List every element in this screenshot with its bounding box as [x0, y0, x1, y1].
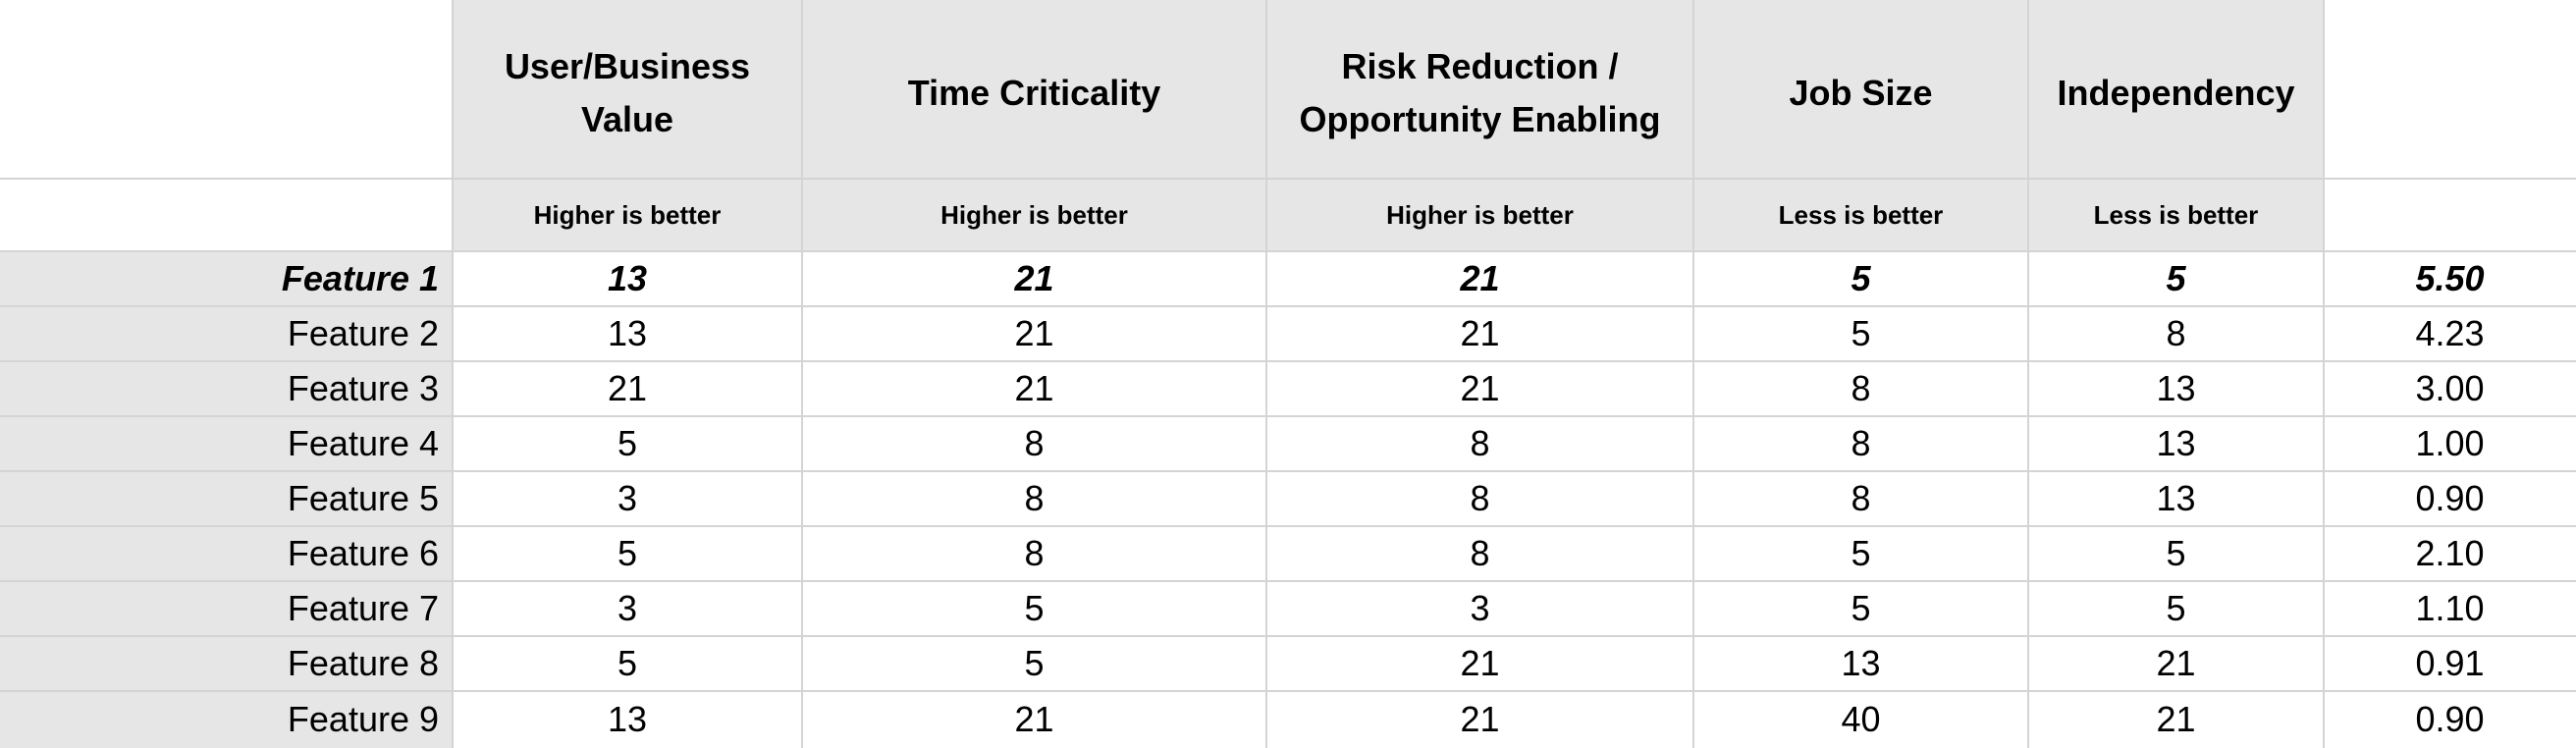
data-cell[interactable]: 5: [1851, 313, 1871, 353]
data-cell[interactable]: 21: [2156, 699, 2196, 739]
column-header-title[interactable]: User/Business Value: [504, 46, 751, 139]
score-cell[interactable]: 2.10: [2415, 533, 2485, 573]
grid-hline: [0, 250, 2576, 252]
data-cell[interactable]: 13: [2156, 423, 2196, 463]
data-cell[interactable]: 5: [1024, 643, 1045, 683]
data-cell[interactable]: 21: [607, 368, 648, 408]
data-cell[interactable]: 3: [1470, 588, 1490, 628]
data-cell[interactable]: 21: [1460, 258, 1500, 298]
data-cell[interactable]: 8: [1024, 533, 1045, 573]
grid-vline: [1692, 0, 1694, 748]
data-cell[interactable]: 8: [1024, 423, 1045, 463]
score-cell[interactable]: 3.00: [2415, 368, 2485, 408]
grid-vline: [452, 0, 454, 748]
grid-vline: [801, 0, 803, 748]
data-cell[interactable]: 21: [1460, 643, 1500, 683]
grid-hline: [0, 305, 2576, 307]
row-label[interactable]: Feature 1: [281, 258, 439, 298]
row-label[interactable]: Feature 9: [287, 699, 439, 739]
grid-hline: [0, 415, 2576, 417]
data-cell[interactable]: 8: [1470, 478, 1490, 518]
grid-hline: [0, 525, 2576, 527]
data-cell[interactable]: 21: [1014, 313, 1054, 353]
data-cell[interactable]: 21: [1014, 368, 1054, 408]
data-cell[interactable]: 5: [2166, 533, 2186, 573]
column-header-subtitle[interactable]: Higher is better: [533, 199, 722, 230]
grid-hline: [0, 178, 2576, 180]
data-cell[interactable]: 5: [617, 423, 638, 463]
score-cell[interactable]: 0.90: [2415, 478, 2485, 518]
column-header-title[interactable]: Risk Reduction / Opportunity Enabling: [1299, 46, 1661, 139]
data-cell[interactable]: 13: [607, 313, 648, 353]
score-cell[interactable]: 0.90: [2415, 699, 2485, 739]
score-cell[interactable]: 1.00: [2415, 423, 2485, 463]
data-cell[interactable]: 21: [2156, 643, 2196, 683]
column-header-title[interactable]: Independency: [2057, 73, 2295, 113]
data-cell[interactable]: 21: [1460, 368, 1500, 408]
data-cell[interactable]: 8: [2166, 313, 2186, 353]
data-cell[interactable]: 21: [1014, 699, 1054, 739]
grid-hline: [0, 690, 2576, 692]
column-header-title[interactable]: Time Criticality: [907, 73, 1161, 113]
row-label[interactable]: Feature 2: [287, 313, 439, 353]
data-cell[interactable]: 5: [1024, 588, 1045, 628]
data-cell[interactable]: 13: [2156, 368, 2196, 408]
data-cell[interactable]: 5: [2166, 258, 2186, 298]
grid-hline: [0, 580, 2576, 582]
data-cell[interactable]: 13: [607, 699, 648, 739]
column-header-subtitle[interactable]: Less is better: [2093, 199, 2259, 230]
row-label[interactable]: Feature 4: [287, 423, 439, 463]
score-cell[interactable]: 4.23: [2415, 313, 2485, 353]
data-cell[interactable]: 5: [617, 643, 638, 683]
data-cell[interactable]: 8: [1851, 478, 1871, 518]
data-cell[interactable]: 5: [617, 533, 638, 573]
data-cell[interactable]: 3: [617, 588, 638, 628]
data-cell[interactable]: 21: [1014, 258, 1054, 298]
row-label[interactable]: Feature 8: [287, 643, 439, 683]
grid-hline: [0, 635, 2576, 637]
header-fill: [453, 0, 2324, 251]
row-label[interactable]: Feature 3: [287, 368, 439, 408]
column-header-subtitle[interactable]: Higher is better: [1386, 199, 1574, 230]
grid-vline: [1265, 0, 1267, 748]
row-label[interactable]: Feature 5: [287, 478, 439, 518]
row-label-fill: [0, 251, 453, 748]
data-cell[interactable]: 8: [1024, 478, 1045, 518]
grid-hline: [0, 470, 2576, 472]
grid-vline: [2323, 0, 2325, 748]
column-header-subtitle[interactable]: Less is better: [1778, 199, 1944, 230]
score-cell[interactable]: 0.91: [2415, 643, 2485, 683]
grid-vline: [2027, 0, 2029, 748]
data-cell[interactable]: 5: [2166, 588, 2186, 628]
score-cell[interactable]: 1.10: [2415, 588, 2485, 628]
data-cell[interactable]: 40: [1841, 699, 1881, 739]
data-cell[interactable]: 13: [1841, 643, 1881, 683]
row-label[interactable]: Feature 6: [287, 533, 439, 573]
data-cell[interactable]: 5: [1851, 588, 1871, 628]
data-cell[interactable]: 13: [607, 258, 648, 298]
row-label[interactable]: Feature 7: [287, 588, 439, 628]
data-cell[interactable]: 13: [2156, 478, 2196, 518]
score-cell[interactable]: 5.50: [2415, 258, 2485, 298]
column-header-subtitle[interactable]: Higher is better: [940, 199, 1128, 230]
data-cell[interactable]: 21: [1460, 699, 1500, 739]
data-cell[interactable]: 8: [1470, 423, 1490, 463]
data-cell[interactable]: 5: [1851, 258, 1871, 298]
data-cell[interactable]: 8: [1851, 368, 1871, 408]
grid-hline: [0, 360, 2576, 362]
column-header-title[interactable]: Job Size: [1789, 73, 1933, 113]
data-cell[interactable]: 8: [1851, 423, 1871, 463]
data-cell[interactable]: 21: [1460, 313, 1500, 353]
data-cell[interactable]: 8: [1470, 533, 1490, 573]
data-cell[interactable]: 5: [1851, 533, 1871, 573]
data-cell[interactable]: 3: [617, 478, 638, 518]
